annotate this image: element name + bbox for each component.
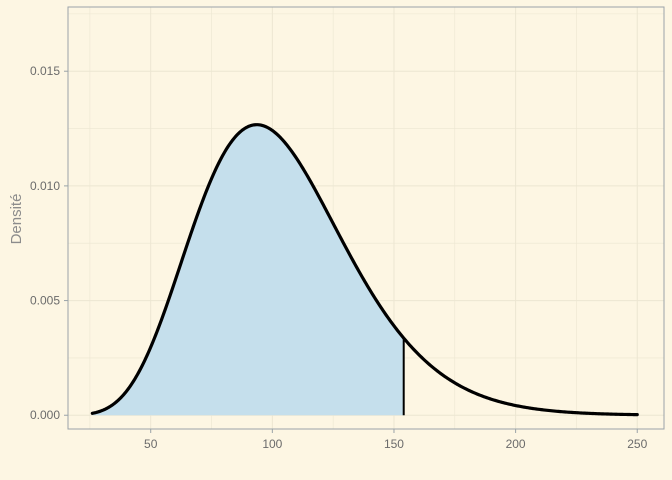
y-tick-label: 0.015 bbox=[30, 64, 60, 78]
density-curve-group bbox=[90, 123, 639, 417]
y-tick-label: 0.005 bbox=[30, 294, 60, 308]
y-axis-ticks: 0.000 0.005 0.010 0.015 bbox=[30, 64, 68, 422]
x-tick-label: 250 bbox=[627, 437, 647, 451]
x-axis-ticks: 50 100 150 200 250 bbox=[144, 429, 648, 451]
y-axis-title: Densité bbox=[8, 194, 25, 245]
density-curve bbox=[90, 123, 639, 417]
y-tick-label: 0.010 bbox=[30, 179, 60, 193]
shaded-area-group bbox=[92, 124, 404, 416]
x-tick-label: 150 bbox=[384, 437, 404, 451]
x-tick-label: 100 bbox=[262, 437, 282, 451]
shaded-area bbox=[92, 124, 404, 416]
x-tick-label: 50 bbox=[144, 437, 158, 451]
plot-panel-border bbox=[67, 6, 665, 430]
x-tick-label: 200 bbox=[506, 437, 526, 451]
y-tick-label: 0.000 bbox=[30, 408, 60, 422]
